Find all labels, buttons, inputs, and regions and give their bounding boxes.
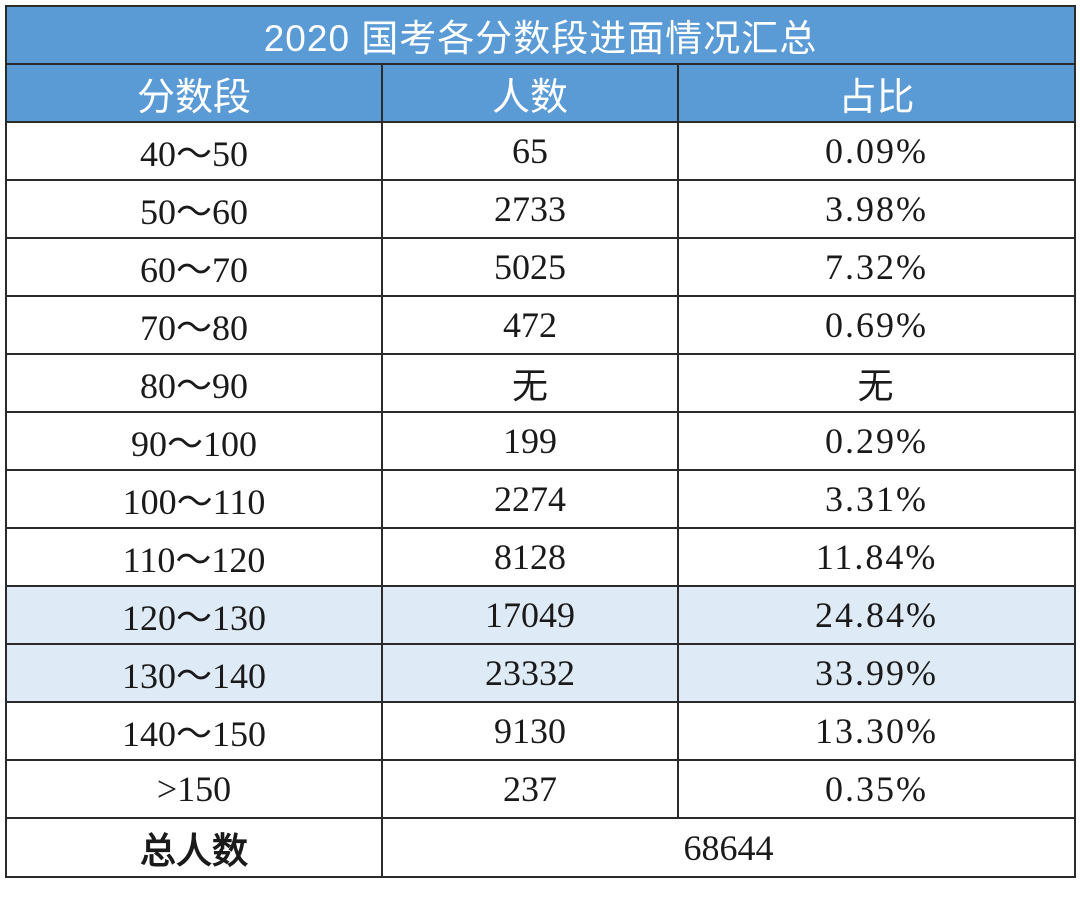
header-row: 分数段 人数 占比 <box>5 63 1077 123</box>
cell-percentage: 无 <box>676 353 1077 413</box>
cell-percentage: 11.84% <box>676 527 1077 587</box>
cell-count: 5025 <box>381 237 679 297</box>
cell-percentage: 3.31% <box>676 469 1077 529</box>
table-row: 120～130 17049 24.84% <box>5 585 1077 645</box>
cell-percentage: 0.29% <box>676 411 1077 471</box>
score-summary-table: 2020 国考各分数段进面情况汇总 分数段 人数 占比 40～50 65 0.09%… <box>4 5 1077 878</box>
cell-score-range: 50～60 <box>5 179 383 239</box>
cell-count: 9130 <box>381 701 679 761</box>
total-row: 总人数 68644 <box>5 817 1077 878</box>
cell-score-range: 70～80 <box>5 295 383 355</box>
cell-count: 17049 <box>381 585 679 645</box>
cell-score-range: 90～100 <box>5 411 383 471</box>
cell-percentage: 13.30% <box>676 701 1077 761</box>
total-value: 68644 <box>380 817 1077 878</box>
cell-score-range: 60～70 <box>5 237 383 297</box>
cell-percentage: 3.98% <box>676 179 1077 239</box>
table-row: 80～90 无无 <box>5 353 1077 413</box>
cell-count: 199 <box>381 411 679 471</box>
table-row: 40～50 65 0.09% <box>5 121 1077 181</box>
cell-percentage: 0.69% <box>676 295 1077 355</box>
cell-percentage: 33.99% <box>676 643 1077 703</box>
table-row: 60～70 5025 7.32% <box>5 237 1077 297</box>
cell-score-range: >150 <box>5 759 383 819</box>
table-body: 40～50 65 0.09% 50～60 2733 3.98% 60～70 5025 7.32%… <box>5 121 1077 819</box>
cell-count: 237 <box>381 759 679 819</box>
cell-count: 2733 <box>381 179 679 239</box>
cell-count: 2274 <box>381 469 679 529</box>
table-row: 90～100 199 0.29% <box>5 411 1077 471</box>
table-row: 140～150 9130 13.30% <box>5 701 1077 761</box>
table-row: 130～140 23332 33.99% <box>5 643 1077 703</box>
title-row: 2020 国考各分数段进面情况汇总 <box>4 5 1077 65</box>
header-count: 人数 <box>381 63 679 123</box>
cell-percentage: 0.09% <box>676 121 1077 181</box>
cell-count: 65 <box>381 121 679 181</box>
header-percentage: 占比 <box>676 63 1077 123</box>
table-row: 110～120 8128 11.84% <box>5 527 1077 587</box>
cell-count: 无 <box>381 353 679 413</box>
cell-percentage: 7.32% <box>676 237 1077 297</box>
cell-percentage: 24.84% <box>676 585 1077 645</box>
cell-count: 8128 <box>381 527 679 587</box>
cell-score-range: 40～50 <box>5 121 383 181</box>
table-row: 100～110 2274 3.31% <box>5 469 1077 529</box>
table-row: 70～80 472 0.69% <box>5 295 1077 355</box>
cell-score-range: 120～130 <box>5 585 383 645</box>
cell-percentage: 0.35% <box>676 759 1077 819</box>
cell-score-range: 110～120 <box>5 527 383 587</box>
cell-count: 23332 <box>381 643 679 703</box>
total-label: 总人数 <box>5 817 383 878</box>
cell-score-range: 100～110 <box>5 469 383 529</box>
summary-table-container: 2020 国考各分数段进面情况汇总 分数段 人数 占比 40～50 65 0.09%… <box>4 5 1077 878</box>
cell-score-range: 80～90 <box>5 353 383 413</box>
table-row: >150 237 0.35% <box>5 759 1077 819</box>
table-row: 50～60 2733 3.98% <box>5 179 1077 239</box>
cell-score-range: 140～150 <box>5 701 383 761</box>
header-score-range: 分数段 <box>5 63 383 123</box>
cell-score-range: 130～140 <box>5 643 383 703</box>
cell-count: 472 <box>381 295 679 355</box>
table-title: 2020 国考各分数段进面情况汇总 <box>4 5 1077 65</box>
